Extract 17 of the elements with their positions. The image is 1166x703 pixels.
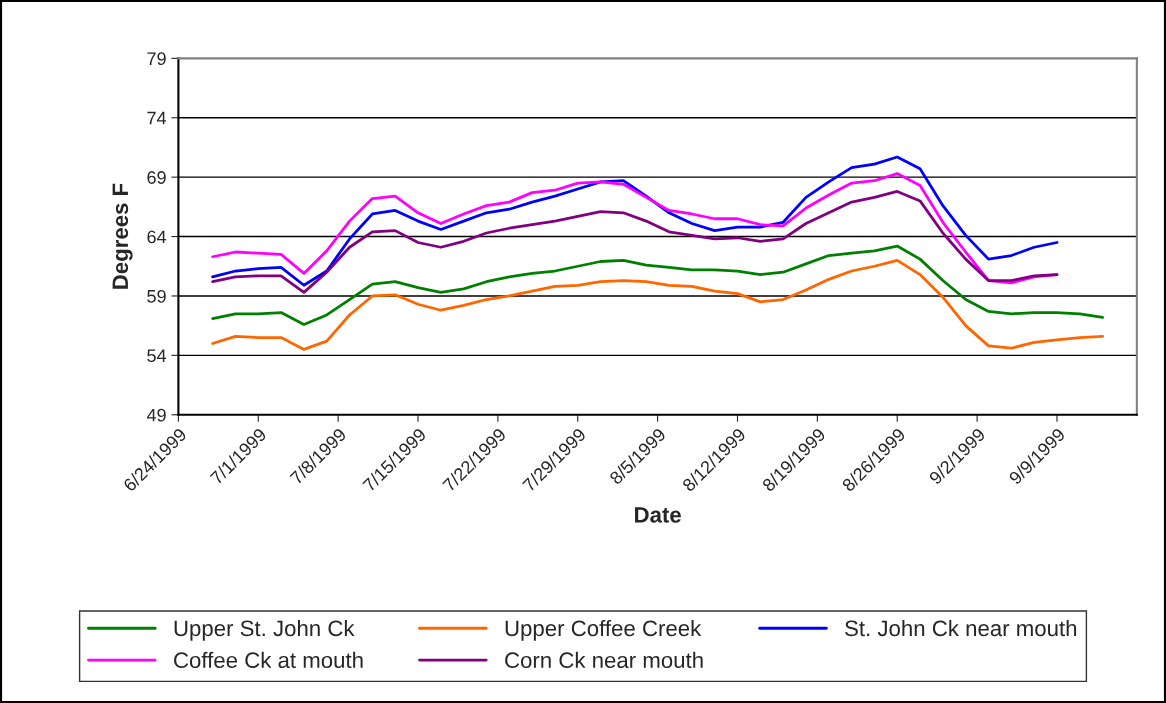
legend-label: Corn Ck near mouth — [505, 651, 703, 669]
line-series — [211, 190, 1059, 294]
y-tick-label: 49 — [146, 408, 166, 422]
x-axis-title: Date — [635, 507, 681, 523]
legend-label: Upper Coffee Creek — [505, 619, 702, 641]
line-series — [211, 258, 1105, 351]
legend-label: St. John Ck near mouth — [845, 619, 1077, 637]
y-tick-label: 74 — [147, 111, 167, 125]
y-tick-label: 64 — [147, 230, 167, 244]
line-series — [211, 244, 1105, 326]
legend-label: Upper St. John Ck — [174, 619, 355, 641]
y-tick-label: 79 — [147, 52, 166, 66]
y-tick-label: 69 — [147, 171, 166, 184]
y-tick-label: 54 — [147, 349, 167, 363]
legend-label: Coffee Ck at mouth — [174, 651, 363, 669]
y-tick-label: 59 — [147, 289, 166, 303]
y-axis-title: Degrees F — [112, 183, 133, 289]
